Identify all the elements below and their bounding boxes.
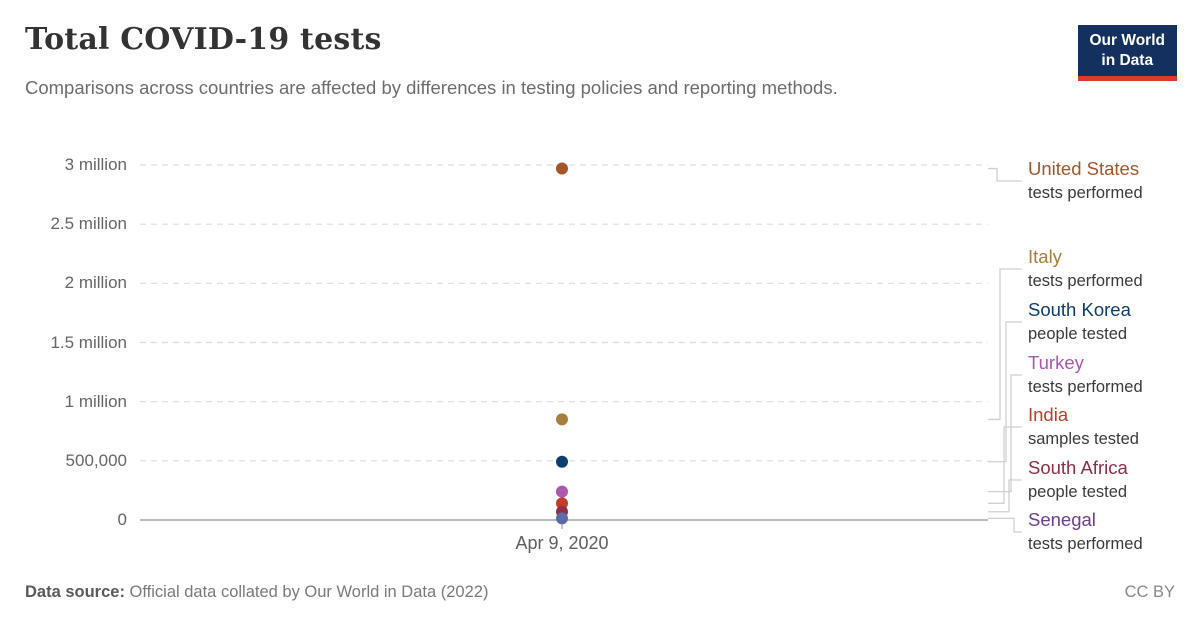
- data-point-india[interactable]: [556, 497, 568, 510]
- legend-entry-india[interactable]: India samples tested: [1028, 403, 1198, 451]
- legend-country-senegal[interactable]: Senegal: [1028, 509, 1096, 530]
- legend-measure-south-africa: people tested: [1028, 483, 1128, 501]
- legend-entry-italy[interactable]: Italy tests performed: [1028, 245, 1198, 293]
- legend-measure-south-korea: people tested: [1028, 325, 1128, 343]
- license-label: CC BY: [1124, 583, 1175, 601]
- legend-country-italy[interactable]: Italy: [1028, 246, 1062, 267]
- legend-country-south-africa[interactable]: South Africa: [1028, 457, 1128, 478]
- data-source-text: Official data collated by Our World in D…: [124, 583, 489, 601]
- legend-measure-turkey: tests performed: [1028, 378, 1143, 396]
- owid-logo-line2: in Data: [1101, 52, 1154, 70]
- legend-entry-south-korea[interactable]: South Korea people tested: [1028, 298, 1198, 346]
- data-point-united-states[interactable]: [556, 162, 568, 175]
- data-point-turkey[interactable]: [556, 485, 568, 498]
- leader-line-senegal: [988, 517, 1022, 533]
- leader-line-south-korea: [988, 321, 1022, 463]
- legend-entry-united-states[interactable]: United States tests performed: [1028, 157, 1198, 205]
- chart-title: Total COVID-19 tests: [25, 22, 382, 57]
- data-point-south-korea[interactable]: [556, 455, 568, 468]
- leader-line-italy: [988, 268, 1022, 421]
- leader-line-united-states: [988, 167, 1022, 182]
- legend-country-united-states[interactable]: United States: [1028, 158, 1140, 179]
- legend-measure-india: samples tested: [1028, 430, 1139, 448]
- legend-measure-senegal: tests performed: [1028, 535, 1143, 553]
- legend-country-india[interactable]: India: [1028, 404, 1069, 425]
- legend-measure-united-states: tests performed: [1028, 184, 1143, 202]
- legend-entry-south-africa[interactable]: South Africa people tested: [1028, 456, 1198, 504]
- y-axis-tick-label: 2 million: [64, 273, 127, 293]
- legend-entry-turkey[interactable]: Turkey tests performed: [1028, 351, 1198, 399]
- leader-line-south-africa: [988, 479, 1022, 513]
- legend-entry-senegal[interactable]: Senegal tests performed: [1028, 508, 1198, 556]
- y-axis-tick-label: 0: [117, 510, 127, 529]
- leader-line-india: [988, 426, 1022, 504]
- y-axis-tick-label: 1 million: [64, 391, 127, 411]
- data-point-italy[interactable]: [556, 413, 568, 426]
- data-source-label: Data source:: [25, 583, 125, 601]
- x-axis-tick-label: Apr 9, 2020: [515, 533, 609, 553]
- data-point-senegal[interactable]: [556, 512, 568, 525]
- y-axis-tick-label: 2.5 million: [50, 214, 127, 234]
- chart-subtitle: Comparisons across countries are affecte…: [25, 77, 838, 98]
- y-axis-tick-label: 3 million: [64, 155, 127, 174]
- legend-country-turkey[interactable]: Turkey: [1028, 352, 1084, 373]
- legend-country-south-korea[interactable]: South Korea: [1028, 299, 1131, 320]
- owid-logo[interactable]: Our World in Data: [1077, 25, 1177, 82]
- owid-logo-line1: Our World: [1089, 32, 1166, 49]
- leader-line-turkey: [988, 374, 1022, 493]
- legend-measure-italy: tests performed: [1028, 272, 1143, 290]
- y-axis-tick-label: 500,000: [65, 450, 127, 470]
- y-axis-tick-label: 1.5 million: [50, 332, 127, 352]
- data-source-note: Data source: Official data collated by O…: [25, 583, 488, 602]
